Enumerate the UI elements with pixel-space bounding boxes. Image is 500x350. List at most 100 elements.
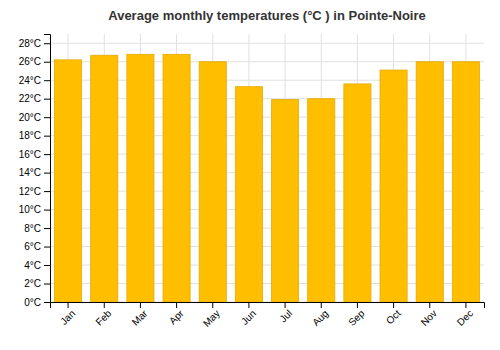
y-tick-label: 16°C	[19, 149, 41, 160]
y-tick: 18°C	[19, 130, 50, 141]
y-tick-mark	[44, 247, 50, 248]
y-tick: 24°C	[19, 75, 50, 86]
plot-area: 0°C 2°C 4°C 6°C 8°C 10°C 12°C 14°C 16°C 18°C 20°C 2…	[19, 34, 485, 329]
x-tick-mark	[429, 302, 430, 308]
chart-svg: 0°C 2°C 4°C 6°C 8°C 10°C 12°C 14°C 16°C 18°C 20°C 2…	[0, 0, 500, 350]
x-tick-mark	[104, 302, 105, 308]
x-tick-mark	[140, 302, 141, 308]
y-tick-label: 0°C	[24, 297, 41, 308]
y-tick-mark	[44, 43, 50, 44]
x-tick-mark	[357, 302, 358, 308]
y-tick-label: 4°C	[24, 260, 41, 271]
x-tick-label: May	[201, 308, 222, 329]
bar	[308, 99, 335, 302]
y-tick-mark	[44, 80, 50, 81]
y-tick-label: 6°C	[24, 241, 41, 252]
y-tick-label: 28°C	[19, 38, 41, 49]
x-tick-mark	[321, 302, 322, 308]
y-axis-line	[44, 35, 51, 303]
x-tick: Oct	[384, 302, 403, 326]
x-tick-label: Oct	[384, 308, 403, 327]
x-tick-label: Dec	[455, 308, 475, 328]
y-tick-mark	[44, 265, 50, 266]
bar	[235, 87, 262, 302]
x-tick: Sep	[346, 302, 367, 328]
y-tick-label: 12°C	[19, 186, 41, 197]
y-tick: 16°C	[19, 149, 50, 160]
y-tick-label: 20°C	[19, 112, 41, 123]
x-tick-label: Feb	[93, 307, 113, 327]
x-tick-label: Mar	[130, 307, 150, 327]
x-tick-label: Apr	[167, 307, 186, 326]
x-tick: Aug	[310, 302, 330, 328]
y-tick-mark	[44, 154, 50, 155]
y-tick-label: 2°C	[24, 278, 41, 289]
y-tick-label: 10°C	[19, 204, 41, 215]
bar	[163, 54, 190, 302]
bar	[127, 54, 154, 302]
x-tick-label: Sep	[346, 307, 367, 328]
x-axis: Jan Feb Mar Apr May Jun Jul Aug Sep Oct Nov Dec	[51, 302, 485, 329]
x-tick-label: Nov	[419, 308, 439, 328]
x-tick: May	[201, 302, 222, 329]
y-tick: 26°C	[19, 56, 50, 67]
grid	[50, 34, 484, 302]
y-axis: 0°C 2°C 4°C 6°C 8°C 10°C 12°C 14°C 16°C 18°C 20°C 2…	[19, 35, 51, 308]
x-tick: Jul	[277, 302, 294, 324]
x-tick-mark	[248, 302, 249, 308]
bar	[380, 70, 407, 302]
y-tick: 28°C	[19, 38, 50, 49]
bars	[55, 54, 480, 302]
y-tick: 12°C	[19, 186, 50, 197]
x-tick-label: Jan	[58, 308, 77, 327]
x-tick: Jun	[239, 302, 258, 327]
bar	[344, 84, 371, 302]
y-tick: 6°C	[24, 241, 50, 252]
x-tick-mark	[285, 302, 286, 308]
x-tick-label: Aug	[310, 308, 330, 328]
y-tick: 20°C	[19, 112, 50, 123]
y-tick-mark	[44, 191, 50, 192]
grid-line-y	[50, 43, 484, 44]
bar	[452, 62, 479, 302]
chart-container: 0°C 2°C 4°C 6°C 8°C 10°C 12°C 14°C 16°C 18°C 20°C 2…	[0, 0, 500, 350]
bar	[91, 55, 118, 302]
bar	[199, 62, 226, 302]
y-tick-mark	[44, 210, 50, 211]
x-tick: Dec	[455, 302, 475, 328]
y-tick: 22°C	[19, 93, 50, 104]
y-tick: 14°C	[19, 167, 50, 178]
x-tick: Apr	[167, 302, 186, 326]
y-tick-label: 26°C	[19, 56, 41, 67]
y-tick-label: 24°C	[19, 75, 41, 86]
y-tick-label: 8°C	[24, 223, 41, 234]
y-tick: 2°C	[24, 278, 50, 289]
x-tick-mark	[465, 302, 466, 308]
x-tick-mark	[212, 302, 213, 308]
y-tick-mark	[44, 173, 50, 174]
y-tick-label: 18°C	[19, 130, 41, 141]
y-tick: 4°C	[24, 260, 50, 271]
x-tick-label: Jun	[239, 308, 258, 327]
y-tick-mark	[44, 136, 50, 137]
y-tick-mark	[44, 228, 50, 229]
x-tick: Nov	[419, 302, 439, 328]
y-tick-mark	[44, 302, 50, 303]
x-tick: Jan	[58, 302, 77, 327]
y-tick: 8°C	[24, 223, 50, 234]
x-tick-mark	[68, 302, 69, 308]
x-axis-line	[51, 303, 485, 309]
x-tick-mark	[176, 302, 177, 308]
x-tick-mark	[393, 302, 394, 308]
bar	[416, 62, 443, 302]
y-tick-mark	[44, 117, 50, 118]
y-tick: 0°C	[24, 297, 50, 308]
bar	[55, 60, 82, 302]
x-tick: Mar	[130, 302, 150, 328]
bar	[272, 100, 299, 302]
y-tick-mark	[44, 99, 50, 100]
x-tick: Feb	[93, 302, 113, 328]
x-tick-label: Jul	[277, 308, 294, 325]
y-tick-label: 22°C	[19, 93, 41, 104]
y-tick-label: 14°C	[19, 167, 41, 178]
